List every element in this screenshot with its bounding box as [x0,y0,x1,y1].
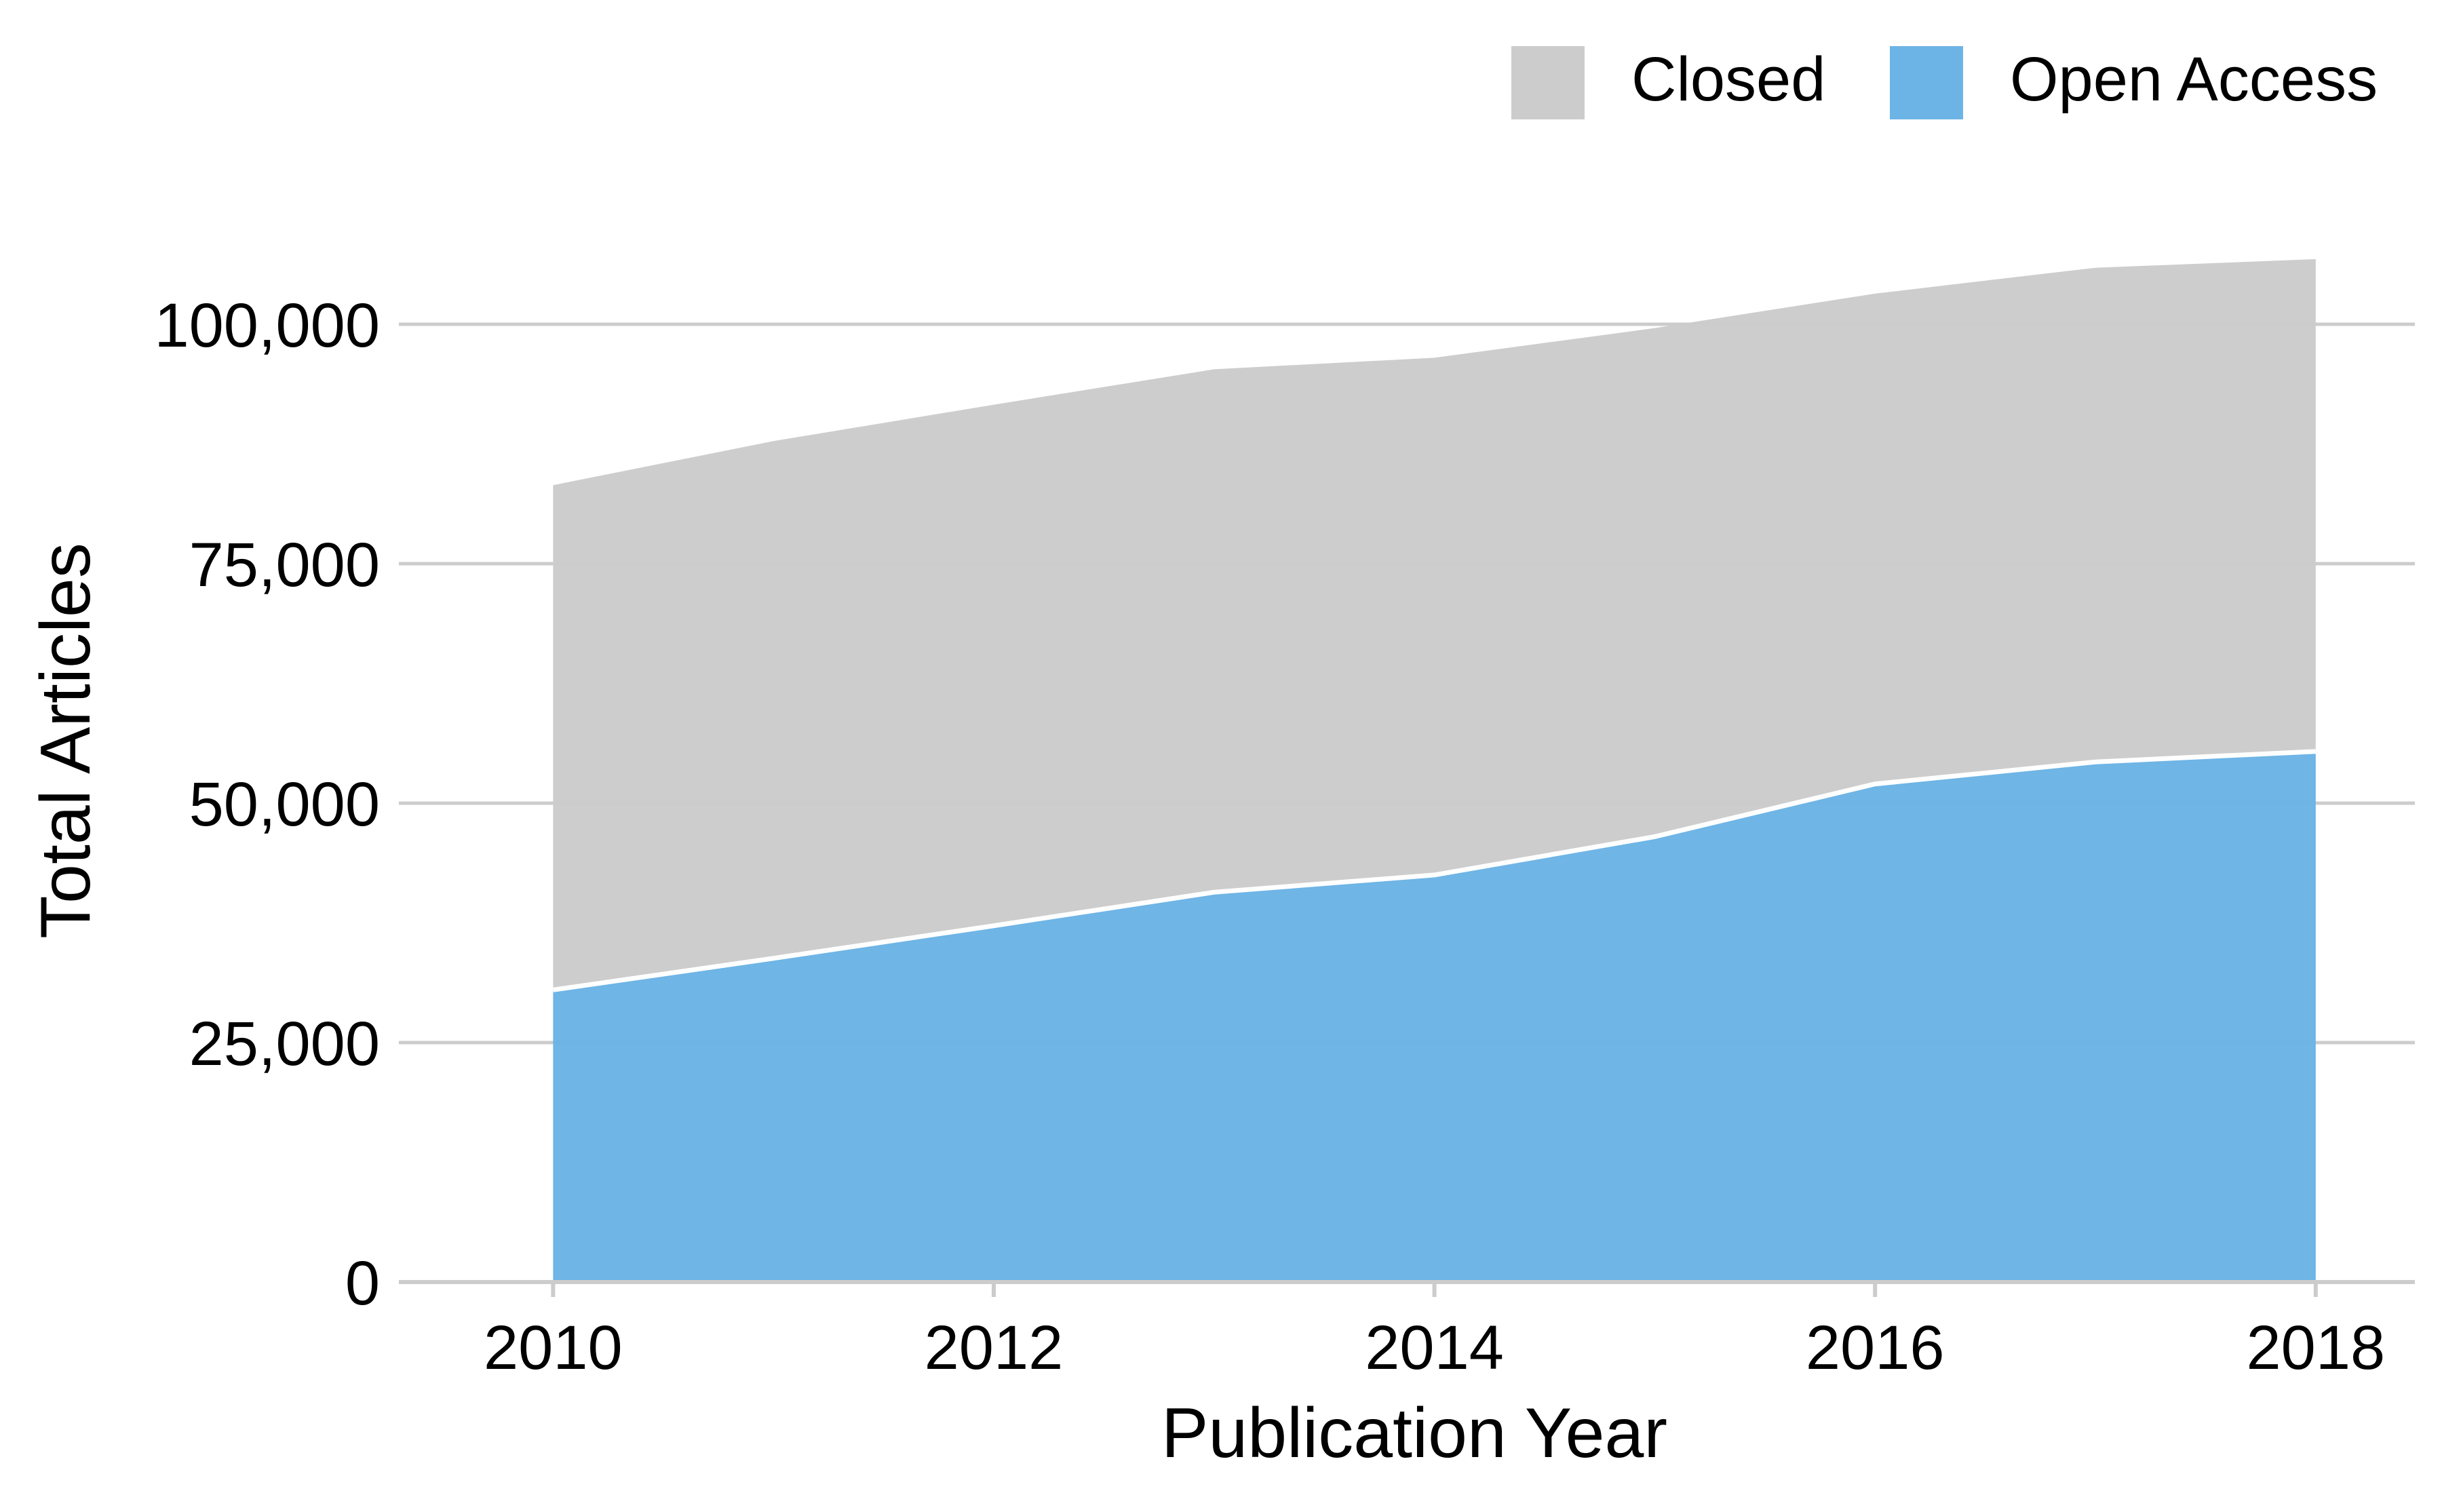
y-tick-label-100000: 100,000 [154,291,380,360]
y-tick-label-0: 0 [345,1249,380,1318]
y-tick-label-50000: 50,000 [189,770,380,839]
y-tick-label-25000: 25,000 [189,1009,380,1079]
legend-swatch-open-access [1890,46,1963,119]
legend-swatch-closed [1511,46,1585,119]
axes: 2010 2012 2014 2016 2018 0 25,000 50,000 75,000 1… [154,291,2415,1382]
x-tick-label-2018: 2018 [2247,1313,2386,1382]
boundary-line [552,749,2317,992]
area-closed [553,258,2316,990]
area-series [552,258,2317,1282]
y-tick-label-75000: 75,000 [189,530,380,600]
legend-label-open-access: Open Access [2010,45,2378,114]
legend: Closed Open Access [1511,45,2378,119]
x-tick-label-2016: 2016 [1806,1313,1945,1382]
area-open-access [553,751,2316,1282]
x-tick-label-2012: 2012 [925,1313,1064,1382]
x-axis-label: Publication Year [1161,1394,1667,1473]
y-axis-label: Total Articles [26,543,105,939]
legend-label-closed: Closed [1631,45,1825,114]
x-tick-label-2010: 2010 [484,1313,623,1382]
x-tick-label-2014: 2014 [1365,1313,1504,1382]
